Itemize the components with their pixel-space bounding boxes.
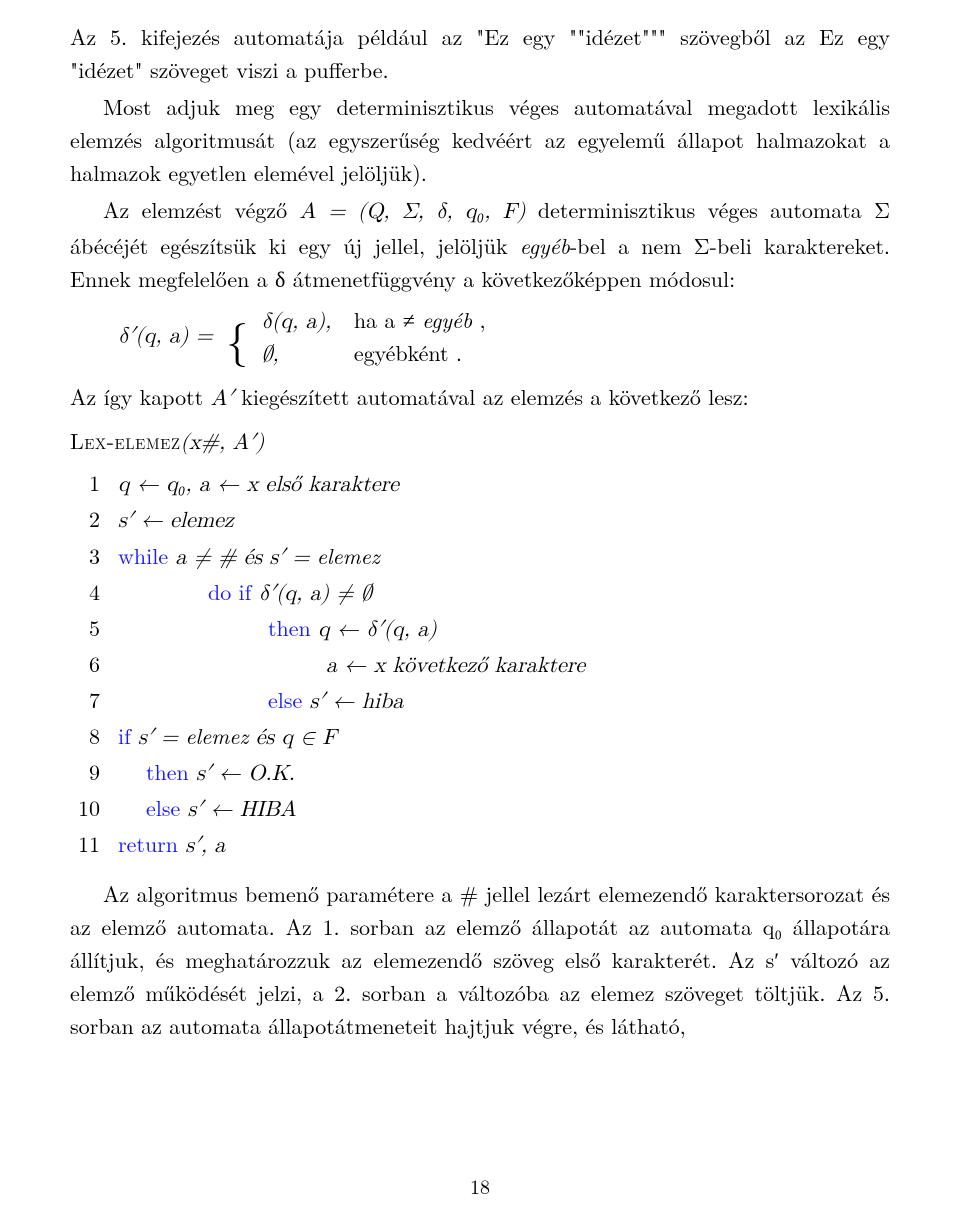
kw-if: if <box>118 720 131 751</box>
line-number: 11 <box>70 827 100 861</box>
l10-rest: s′ ← HIBA <box>180 799 296 821</box>
l4-rest: δ′(q, a) ≠ ∅ <box>251 583 371 605</box>
l5-rest: q ← δ′(q, a) <box>311 619 437 641</box>
l3-rest-em: elemez <box>317 540 380 571</box>
line-number: 3 <box>70 539 100 573</box>
equation-cases: δ′(q, a) = { δ(q, a), ha a ≠ egyéb , ∅, … <box>118 305 890 370</box>
paragraph-5: Az algoritmus bemenő paramétere a # jell… <box>70 877 890 1042</box>
p4-pre: Az így kapott <box>70 381 211 412</box>
l11-rest: s′, a <box>178 835 225 857</box>
kw-return: return <box>118 828 178 859</box>
line-number: 2 <box>70 502 100 536</box>
kw-then: then <box>268 612 311 643</box>
l7-rest: s′ ← hiba <box>302 691 403 713</box>
algo-line-6: 6 a ← x következő karaktere <box>70 647 890 683</box>
brace-icon: { <box>226 318 248 358</box>
kw-else: else <box>268 684 302 715</box>
algo-args: (x#, A′) <box>180 432 264 454</box>
eq-case1-r-pre: ha a ≠ <box>354 304 422 335</box>
kw-then: then <box>146 756 189 787</box>
kw-while: while <box>118 540 168 571</box>
algo-line-7: 7 else s′ ← hiba <box>70 683 890 719</box>
page: Az 5. kifejezés automatája például az "E… <box>0 0 960 1218</box>
line-number: 7 <box>70 683 100 717</box>
p4-post: kiegészített automatával az elemzés a kö… <box>234 381 749 412</box>
l8-rest-em: elemez <box>185 720 248 751</box>
algo-line-4: 4 do if δ′(q, a) ≠ ∅ <box>70 575 890 611</box>
paragraph-2: Most adjuk meg egy determinisztikus vége… <box>70 90 890 189</box>
paragraph-1: Az 5. kifejezés automatája például az "E… <box>70 20 890 86</box>
line-number: 1 <box>70 466 100 500</box>
line-number: 8 <box>70 719 100 753</box>
eq-case1-r-mid: egyéb <box>422 304 472 335</box>
a-prime: A′ <box>211 388 234 410</box>
algo-name: Lex-elemez <box>70 425 180 456</box>
algo-title: Lex-elemez(x#, A′) <box>70 424 890 460</box>
l8-rest-post: és q ∈ F <box>248 727 336 749</box>
algo-line-9: 9 then s′ ← O.K. <box>70 755 890 791</box>
eq-case1-r-post: , <box>472 304 485 335</box>
line-number: 5 <box>70 611 100 645</box>
eq-case2-r: egyébként . <box>354 337 462 368</box>
kw-else: else <box>146 792 180 823</box>
p3-egyeb: egyéb <box>520 230 570 261</box>
line-number: 10 <box>70 791 100 825</box>
l6-rest: a ← x következő karaktere <box>326 655 585 677</box>
algo-line-1: 1 q ← q₀, a ← x első karaktere <box>70 466 890 502</box>
l3-rest-pre: a ≠ # és s′ = <box>168 547 317 569</box>
algo-line-11: 11 return s′, a <box>70 827 890 863</box>
l9-rest: s′ ← O.K. <box>189 763 295 785</box>
kw-doif: do if <box>208 576 251 607</box>
paragraph-4: Az így kapott A′ kiegészített automatáva… <box>70 380 890 416</box>
algorithm-listing: 1 q ← q₀, a ← x első karaktere 2 s′ ← el… <box>70 466 890 863</box>
algo-line-8: 8 if s′ = elemez és q ∈ F <box>70 719 890 755</box>
l1-text: q ← q₀, a ← x első karaktere <box>118 474 399 496</box>
line-number: 4 <box>70 575 100 609</box>
l2-text: s′ ← elemez <box>118 510 234 532</box>
algo-line-2: 2 s′ ← elemez <box>70 502 890 538</box>
automaton-def: A = (Q, Σ, δ, q₀, F) <box>300 201 526 223</box>
paragraph-3: Az elemzést végző A = (Q, Σ, δ, q₀, F) d… <box>70 193 890 295</box>
algo-line-5: 5 then q ← δ′(q, a) <box>70 611 890 647</box>
algo-line-3: 3 while a ≠ # és s′ = elemez <box>70 539 890 575</box>
eq-case2-l: ∅, <box>262 341 347 371</box>
page-number: 18 <box>0 1171 960 1200</box>
p3-pre: Az elemzést végző <box>103 194 300 225</box>
algo-line-10: 10 else s′ ← HIBA <box>70 791 890 827</box>
line-number: 9 <box>70 755 100 789</box>
l8-rest-pre: s′ = <box>131 727 186 749</box>
line-number: 6 <box>70 647 100 681</box>
eq-left: δ′(q, a) = <box>118 325 213 347</box>
eq-case1-l: δ(q, a), <box>262 308 347 338</box>
